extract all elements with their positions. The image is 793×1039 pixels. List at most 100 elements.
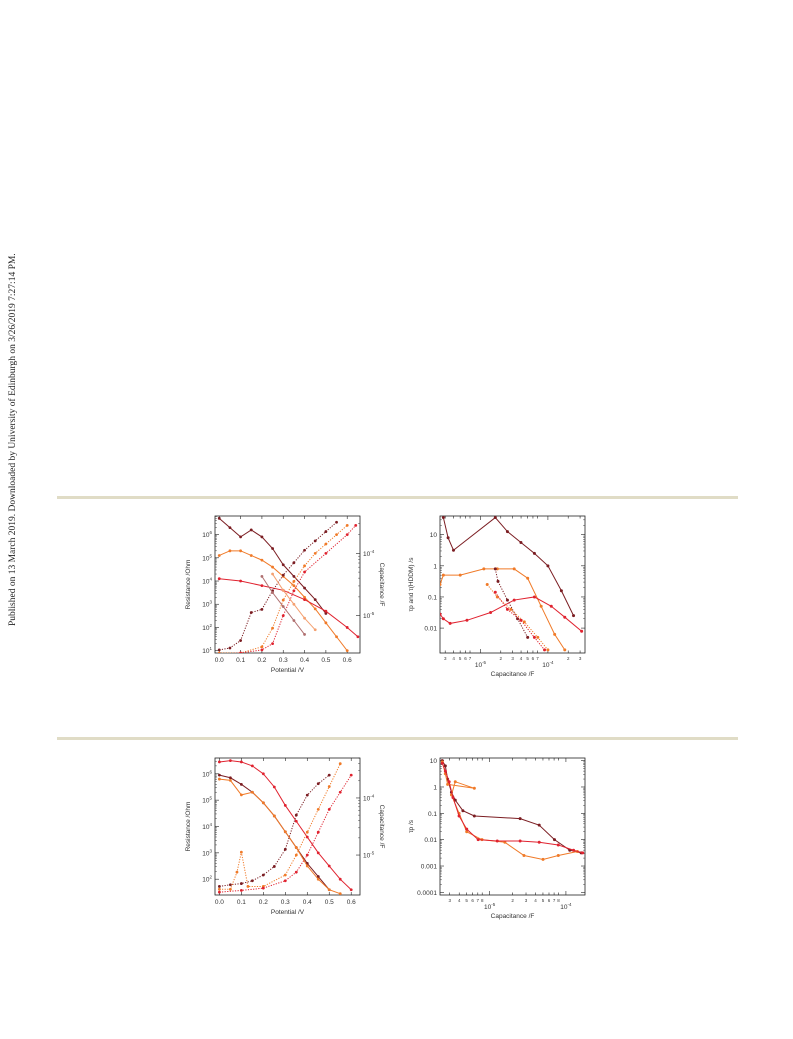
download-notice-text: Published on 13 March 2019. Downloaded b… [7,253,18,626]
data-point [218,652,220,653]
data-point [327,888,331,892]
y-tick-label: 1 [433,563,437,570]
data-point [305,853,309,857]
data-point [541,857,545,861]
data-point [250,764,254,768]
x-axis-label: Capacitance /F [491,671,535,678]
data-point [509,607,513,611]
data-point [552,838,556,842]
data-point [316,875,320,878]
data-point [441,516,445,520]
data-point [581,851,585,855]
data-point [217,773,221,777]
download-notice: Published on 13 March 2019. Downloaded b… [0,0,30,1039]
chart-resistance-capacitance-vs-potential-1: 0.0 0.1 0.2 0.3 0.4 0.5 0.6 101 102 103 104 105 106 1… [180,510,390,685]
data-point [217,760,221,764]
y-tick-label: 0.0001 [417,890,437,897]
data-point [239,535,242,539]
data-point [451,796,455,800]
y-tick-label: 103 [202,600,212,609]
data-point [518,839,522,843]
data-point [495,839,499,843]
data-point [272,785,276,789]
data-point [239,882,243,885]
data-point [327,773,331,777]
data-point [440,583,442,586]
data-point [239,651,242,653]
data-point [305,830,309,834]
data-point [313,551,317,555]
figure-separator-bottom [57,737,738,740]
data-point [338,892,342,895]
data-point [316,807,320,811]
data-point [305,864,309,868]
series-line-0 [441,760,582,854]
data-point [249,554,253,557]
y-axis-label: τp /s [408,819,415,833]
data-point [505,530,509,534]
data-point [239,579,242,583]
data-point [313,598,317,601]
data-point [440,612,442,616]
y-tick-label: 102 [202,623,212,632]
data-point [451,548,455,552]
data-point [324,612,328,615]
data-point [292,584,296,588]
data-point [316,851,320,855]
data-point [239,760,243,764]
x-tick-label: 7 [536,656,539,661]
x-axis-label: Potential /V [271,909,305,916]
data-point [526,576,530,580]
x-tick-label: 4 [452,656,455,661]
data-point [572,848,576,852]
data-point [447,780,451,784]
data-point [249,611,253,614]
data-point [271,591,274,595]
data-point [260,608,264,611]
data-point [338,877,342,881]
series-line-5 [494,591,545,651]
y-tick-label: 106 [202,769,212,778]
series-line-1 [440,568,566,651]
data-point [493,567,497,571]
data-point [335,533,338,537]
data-point [443,764,447,768]
data-point [281,605,285,608]
data-point [349,773,353,777]
x-tick-label: 3 [525,898,528,903]
x-tick-label: 6 [471,898,474,903]
data-point [476,838,480,842]
data-point [217,577,221,581]
data-point [519,540,523,544]
y-tick-label: 10 [430,532,438,539]
data-point [271,565,274,569]
data-point [217,554,221,557]
series-line-2 [441,763,583,854]
data-point [327,785,331,788]
data-point [292,561,296,565]
x-tick-label: 10-5 [484,902,496,911]
data-point [453,780,457,784]
data-point [217,651,221,653]
data-point [345,626,349,629]
x-tick-label: 0.6 [347,899,356,906]
data-point [496,579,500,583]
data-point [292,602,296,606]
data-point [546,648,550,652]
data-point [465,618,469,622]
x-tick-label: 8 [481,898,484,903]
data-point [294,853,298,857]
data-point [539,604,543,608]
data-point [572,614,576,618]
data-point [281,573,285,577]
data-point [313,628,317,632]
y-tick-label: 105 [202,796,212,805]
series-group [440,759,585,861]
data-point [505,607,509,611]
data-point [316,830,320,834]
data-point [356,635,360,639]
y-tick-label: 106 [202,530,212,539]
x-tick-label: 7 [469,656,472,661]
data-point [461,809,465,813]
x-tick-label: 3 [511,656,514,661]
